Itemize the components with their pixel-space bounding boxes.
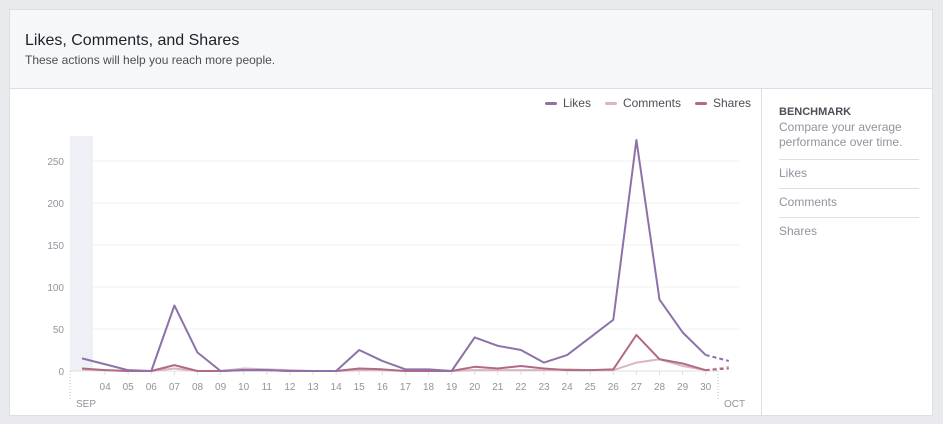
x-tick-label: 18	[423, 382, 435, 393]
x-tick-label: 09	[215, 382, 227, 393]
x-tick-label: 21	[492, 382, 504, 393]
x-tick-label: 15	[354, 382, 366, 393]
benchmark-item-likes[interactable]: Likes	[779, 159, 919, 188]
y-tick-label: 150	[47, 241, 64, 252]
series-partial-shares	[705, 367, 729, 372]
legend-item-comments[interactable]: Comments	[604, 96, 681, 110]
legend-swatch	[544, 101, 557, 105]
x-tick-label: 25	[585, 382, 597, 393]
x-tick-label: 14	[331, 382, 343, 393]
card-title: Likes, Comments, and Shares	[25, 32, 240, 49]
card-header: Likes, Comments, and Shares These action…	[10, 10, 932, 89]
month-label: OCT	[724, 399, 745, 410]
y-tick-label: 100	[47, 283, 64, 294]
x-tick-label: 22	[515, 382, 527, 393]
card-subtitle: These actions will help you reach more p…	[25, 53, 276, 67]
x-tick-label: 04	[100, 382, 112, 393]
x-tick-label: 12	[284, 382, 296, 393]
benchmark-panel: BENCHMARK Compare your average performan…	[761, 89, 932, 415]
y-tick-label: 250	[47, 157, 64, 168]
insights-card: Likes, Comments, and Shares These action…	[9, 9, 933, 416]
y-tick-label: 50	[53, 325, 65, 336]
series-line-shares	[81, 333, 706, 372]
legend-swatch	[604, 101, 617, 105]
benchmark-heading: BENCHMARK	[779, 106, 852, 118]
legend-swatch	[694, 101, 707, 105]
benchmark-item-comments[interactable]: Comments	[779, 188, 919, 217]
x-tick-label: 05	[123, 382, 135, 393]
chart-legend: Likes Comments Shares	[544, 96, 751, 110]
x-tick-label: 11	[262, 382, 273, 393]
legend-label: Shares	[712, 96, 751, 110]
x-tick-label: 08	[192, 382, 204, 393]
x-tick-label: 30	[700, 382, 712, 393]
series-line-likes	[81, 139, 707, 372]
x-tick-label: 07	[169, 382, 181, 393]
legend-label: Likes	[562, 96, 591, 110]
month-label: SEP	[76, 399, 96, 410]
benchmark-item-shares[interactable]: Shares	[779, 217, 919, 246]
y-tick-label: 200	[47, 199, 64, 210]
y-tick-label: 0	[58, 367, 64, 378]
highlight-band	[70, 136, 93, 371]
x-tick-label: 28	[654, 382, 666, 393]
x-tick-label: 27	[631, 382, 643, 393]
legend-item-likes[interactable]: Likes	[544, 96, 591, 110]
x-tick-label: 17	[400, 382, 412, 393]
x-tick-label: 24	[562, 382, 574, 393]
series-partial-likes	[705, 354, 730, 362]
x-tick-label: 16	[377, 382, 389, 393]
x-tick-label: 23	[538, 382, 550, 393]
x-tick-label: 20	[469, 382, 481, 393]
x-tick-label: 06	[146, 382, 158, 393]
x-tick-label: 29	[677, 382, 689, 393]
x-tick-label: 26	[608, 382, 620, 393]
x-tick-label: 13	[307, 382, 319, 393]
legend-item-shares[interactable]: Shares	[694, 96, 751, 110]
x-tick-label: 19	[446, 382, 458, 393]
x-tick-label: 10	[238, 382, 250, 393]
legend-label: Comments	[622, 96, 681, 110]
benchmark-description: Compare your average performance over ti…	[779, 120, 903, 149]
